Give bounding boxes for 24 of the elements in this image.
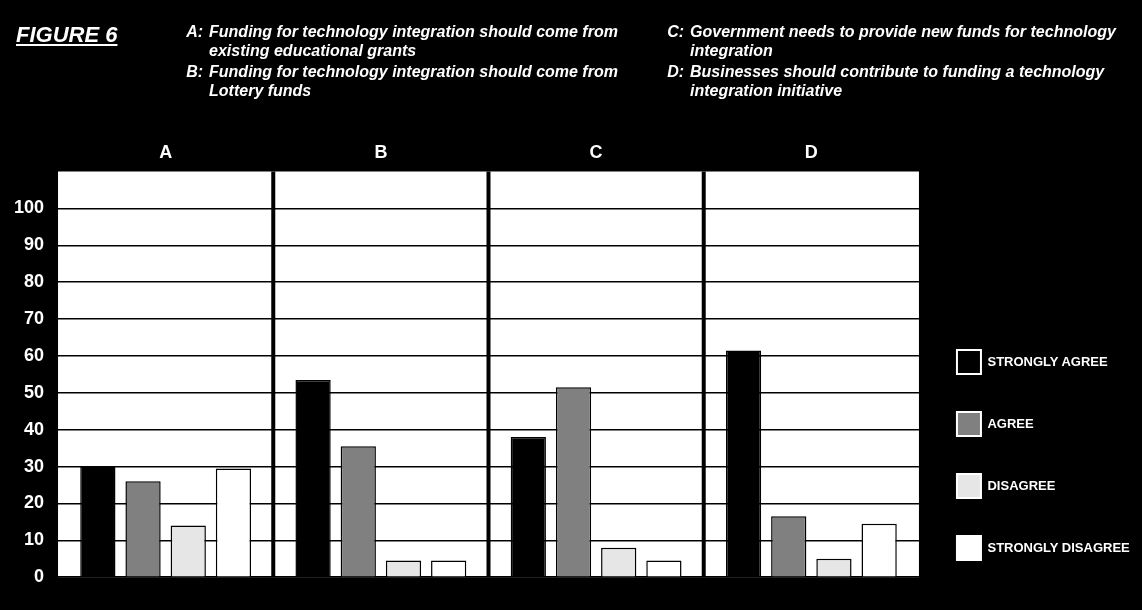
text: A: Funding for technology integration should come from existing educational grants bbox=[186, 22, 619, 60]
y-tick-label: 70 bbox=[24, 308, 45, 329]
y-tick-label: 100 bbox=[13, 197, 45, 218]
y-tick-label: 80 bbox=[24, 271, 45, 292]
y-tick-label: 20 bbox=[24, 492, 45, 513]
x-tick-label: C bbox=[589, 141, 603, 162]
legend-label: AGREE bbox=[987, 415, 1035, 431]
y-tick-label: 30 bbox=[24, 455, 45, 476]
y-tick-label: 10 bbox=[24, 529, 45, 550]
legend-label: STRONGLY DISAGREE bbox=[987, 539, 1131, 555]
legend-label: STRONGLY AGREE bbox=[987, 353, 1108, 369]
y-tick-label: 60 bbox=[24, 344, 45, 365]
y-tick-label: 50 bbox=[24, 381, 45, 402]
legend-label: DISAGREE bbox=[987, 477, 1056, 493]
text: C: Government needs to provide new funds for technology integration bbox=[667, 22, 1118, 60]
y-tick-label: 40 bbox=[24, 418, 45, 439]
text: D: Businesses should contribute to funding a technology integration initiative bbox=[667, 62, 1106, 100]
caption: FIGURE 6 bbox=[16, 22, 118, 47]
text: B: Funding for technology integration should come from Lottery funds bbox=[186, 62, 619, 100]
x-tick-label: A bbox=[159, 141, 173, 162]
y-tick-label: 90 bbox=[24, 234, 45, 255]
y-tick-label: 0 bbox=[34, 566, 45, 587]
x-tick-label: D bbox=[804, 141, 818, 162]
x-tick-label: B bbox=[374, 141, 388, 162]
